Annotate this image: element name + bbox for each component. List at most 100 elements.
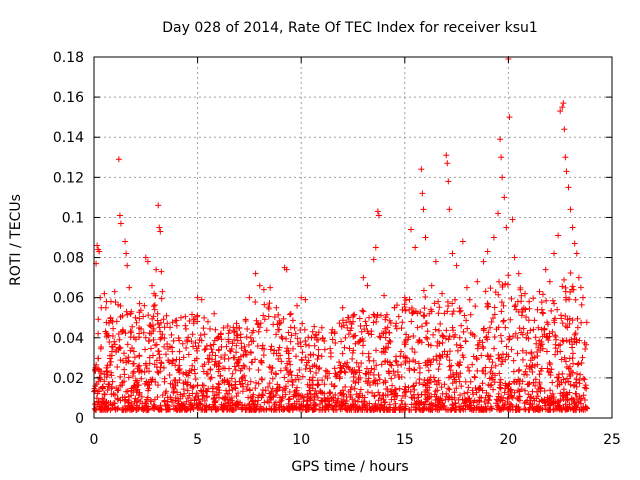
data-point <box>359 392 366 399</box>
data-point <box>555 232 562 239</box>
data-point <box>109 333 116 340</box>
data-point <box>506 114 513 121</box>
data-point <box>402 403 409 410</box>
data-point <box>408 310 415 317</box>
data-point <box>231 329 238 336</box>
data-point <box>330 394 337 401</box>
data-point <box>450 327 457 334</box>
data-point <box>136 300 143 307</box>
data-point <box>461 390 468 397</box>
data-point <box>511 303 518 310</box>
data-point <box>196 337 203 344</box>
data-point <box>317 387 324 394</box>
data-point <box>352 332 359 339</box>
data-point <box>224 322 231 329</box>
data-point <box>401 294 408 301</box>
data-point <box>481 398 488 405</box>
data-point <box>571 382 578 389</box>
data-point <box>459 405 466 412</box>
data-point <box>523 314 530 321</box>
data-point <box>373 347 380 354</box>
data-point <box>288 403 295 410</box>
data-point <box>482 364 489 371</box>
data-point <box>546 359 553 366</box>
data-point <box>327 345 334 352</box>
plot-frame <box>93 56 613 419</box>
data-point <box>157 402 164 409</box>
data-point <box>251 405 258 412</box>
data-point <box>220 324 227 331</box>
data-point <box>515 406 522 413</box>
data-point <box>150 313 157 320</box>
data-point <box>446 386 453 393</box>
data-point <box>286 311 293 318</box>
data-point <box>545 368 552 375</box>
data-point <box>105 399 112 406</box>
data-point <box>377 312 384 319</box>
data-point <box>235 356 242 363</box>
data-point <box>134 365 141 372</box>
data-point <box>136 324 143 331</box>
data-point <box>110 400 117 407</box>
data-point <box>379 392 386 399</box>
data-point <box>141 302 148 309</box>
data-point <box>521 371 528 378</box>
data-point <box>242 377 249 384</box>
data-point <box>386 337 393 344</box>
data-point <box>255 380 262 387</box>
data-point <box>512 330 519 337</box>
data-point <box>491 311 498 318</box>
data-point <box>453 369 460 376</box>
data-point <box>459 396 466 403</box>
data-point <box>535 324 542 331</box>
data-point <box>117 397 124 404</box>
data-point <box>522 387 529 394</box>
data-point <box>302 366 309 373</box>
data-point <box>570 286 577 293</box>
data-point <box>382 379 389 386</box>
data-point <box>225 355 232 362</box>
data-point <box>261 301 268 308</box>
data-point <box>457 307 464 314</box>
data-point <box>234 358 241 365</box>
data-point <box>548 366 555 373</box>
data-point <box>508 295 515 302</box>
data-point <box>101 391 108 398</box>
data-point <box>133 406 140 413</box>
data-point <box>501 194 508 201</box>
data-point <box>144 258 151 265</box>
data-point <box>469 387 476 394</box>
data-point <box>95 355 102 362</box>
data-point <box>367 382 374 389</box>
data-point <box>258 357 265 364</box>
data-point <box>175 335 182 342</box>
data-point <box>105 405 112 412</box>
data-point <box>402 383 409 390</box>
data-point <box>444 351 451 358</box>
data-point <box>485 329 492 336</box>
data-point <box>433 353 440 360</box>
data-point <box>151 361 158 368</box>
data-point <box>130 368 137 375</box>
data-point <box>98 304 105 311</box>
data-point <box>297 339 304 346</box>
data-point <box>302 354 309 361</box>
data-point <box>555 342 562 349</box>
data-point <box>230 324 237 331</box>
data-point <box>425 341 432 348</box>
data-point <box>411 386 418 393</box>
data-point <box>262 387 269 394</box>
data-point <box>109 318 116 325</box>
data-point <box>402 360 409 367</box>
data-point <box>299 373 306 380</box>
data-point <box>438 384 445 391</box>
data-point <box>164 341 171 348</box>
data-point <box>201 314 208 321</box>
data-point <box>466 296 473 303</box>
data-point <box>212 352 219 359</box>
data-point <box>296 367 303 374</box>
data-point <box>182 325 189 332</box>
data-point <box>492 372 499 379</box>
data-point <box>314 381 321 388</box>
data-point <box>364 282 371 289</box>
